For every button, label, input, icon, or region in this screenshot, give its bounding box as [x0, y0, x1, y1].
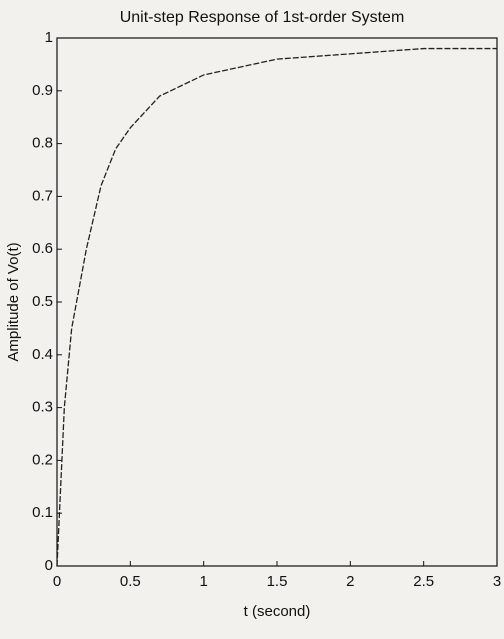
- x-tick-label: 2: [346, 573, 354, 590]
- y-tick-label: 0: [45, 557, 53, 574]
- x-tick-label: 0: [53, 573, 61, 590]
- x-tick-label: 3: [493, 573, 501, 590]
- plot-frame: [56, 37, 498, 567]
- y-tick-label: 0.2: [32, 451, 53, 468]
- y-tick-label: 1: [45, 29, 53, 46]
- x-tick-label: 1.5: [267, 573, 288, 590]
- chart-title: Unit-step Response of 1st-order System: [120, 9, 405, 26]
- response-line: [56, 47, 497, 567]
- y-axis-label: Amplitude of Vo(t): [5, 242, 22, 361]
- x-tick-label: 1: [199, 573, 207, 590]
- y-tick-label: 0.1: [32, 504, 53, 521]
- y-tick-label: 0.4: [32, 346, 53, 363]
- y-tick-label: 0.6: [32, 240, 53, 257]
- y-tick-label: 0.8: [32, 135, 53, 152]
- x-tick-label: 0.5: [120, 573, 141, 590]
- y-tick-label: 0.9: [32, 82, 53, 99]
- y-tick-label: 0.5: [32, 293, 53, 310]
- y-tick-label: 0.7: [32, 187, 53, 204]
- y-tick-label: 0.3: [32, 399, 53, 416]
- x-axis-label: t (second): [244, 603, 311, 620]
- x-tick-label: 2.5: [413, 573, 434, 590]
